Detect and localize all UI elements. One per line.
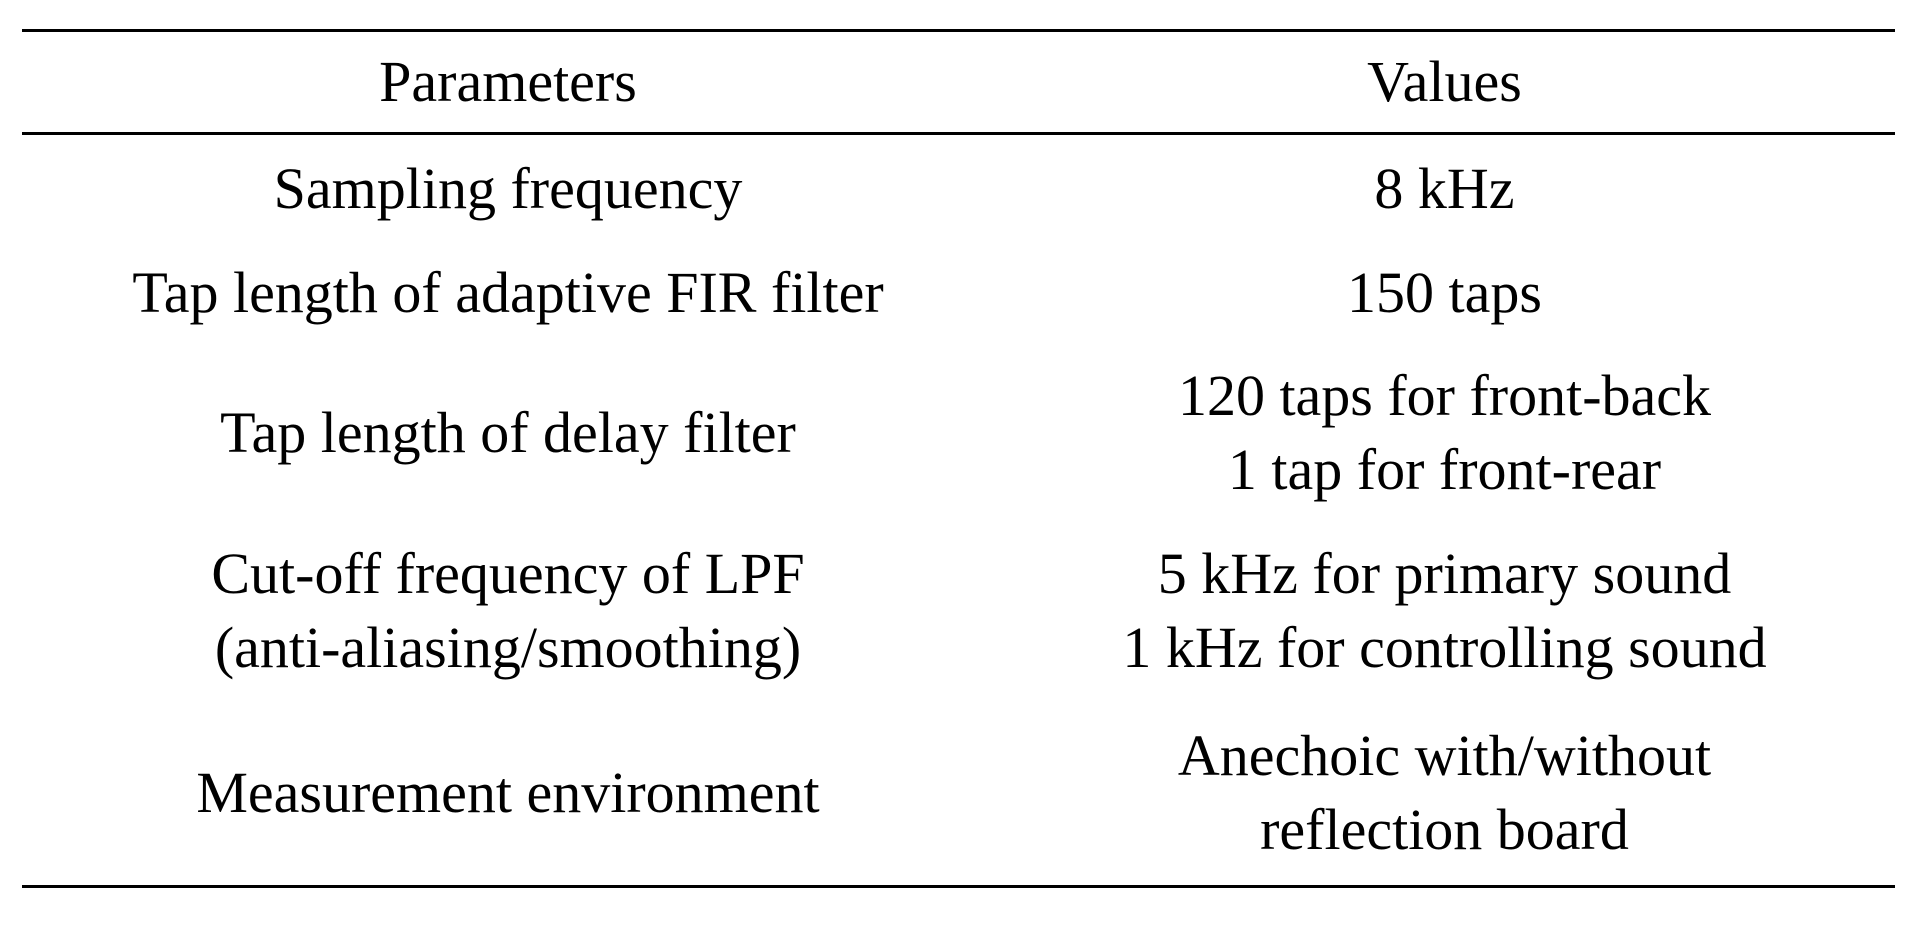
value-text-line-2: reflection board [1260, 797, 1629, 862]
parameters-table: Parameters Values Sampling frequency 8 k… [22, 29, 1895, 888]
value-cell: 150 taps [994, 241, 1895, 345]
value-cell: 5 kHz for primary sound 1 kHz for contro… [994, 521, 1895, 701]
parameter-text: Tap length of delay filter [220, 400, 796, 465]
parameter-text-line-1: Cut-off frequency of LPF [211, 541, 805, 606]
table-row: Sampling frequency 8 kHz [22, 134, 1895, 242]
header-values: Values [1367, 49, 1522, 114]
value-text: 150 taps [1347, 260, 1542, 325]
value-cell: 120 taps for front-back 1 tap for front-… [994, 345, 1895, 521]
parameter-cell: Tap length of delay filter [22, 345, 994, 521]
value-text-line-2: 1 kHz for controlling sound [1122, 615, 1767, 680]
table-row: Tap length of delay filter 120 taps for … [22, 345, 1895, 521]
value-text-line-2: 1 tap for front-rear [1227, 437, 1662, 502]
value-cell: Anechoic with/without reflection board [994, 701, 1895, 887]
value-cell: 8 kHz [994, 134, 1895, 242]
value-text-line-1: 5 kHz for primary sound [1157, 541, 1732, 606]
parameter-text: Measurement environment [196, 760, 820, 825]
value-text-line-1: Anechoic with/without [1177, 723, 1712, 788]
table-header-row: Parameters Values [22, 30, 1895, 134]
table-row: Tap length of adaptive FIR filter 150 ta… [22, 241, 1895, 345]
table-row: Cut-off frequency of LPF (anti-aliasing/… [22, 521, 1895, 701]
parameters-table-container: Parameters Values Sampling frequency 8 k… [22, 29, 1895, 888]
table-row: Measurement environment Anechoic with/wi… [22, 701, 1895, 887]
value-text-line-1: 120 taps for front-back [1177, 363, 1712, 428]
value-text: 8 kHz [1374, 156, 1515, 221]
parameter-text: Tap length of adaptive FIR filter [132, 260, 884, 325]
parameter-text: Sampling frequency [273, 156, 743, 221]
parameter-cell: Measurement environment [22, 701, 994, 887]
parameter-text-line-2: (anti-aliasing/smoothing) [214, 615, 802, 680]
parameter-cell: Sampling frequency [22, 134, 994, 242]
parameter-cell: Cut-off frequency of LPF (anti-aliasing/… [22, 521, 994, 701]
header-parameters: Parameters [379, 49, 637, 114]
parameter-cell: Tap length of adaptive FIR filter [22, 241, 994, 345]
